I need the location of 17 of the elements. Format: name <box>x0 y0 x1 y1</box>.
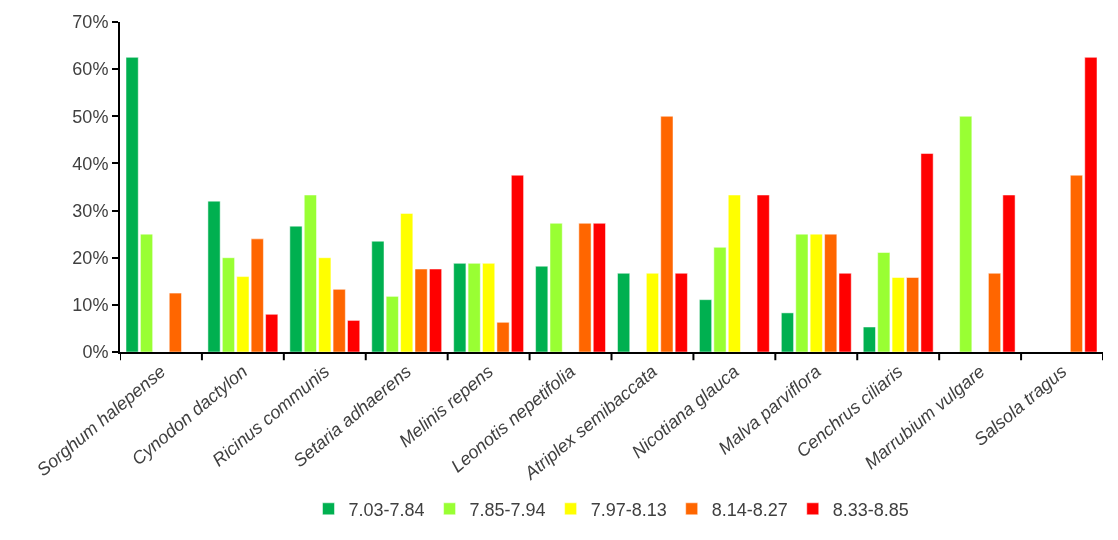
bar <box>756 194 770 352</box>
y-tick-label: 40% <box>72 153 109 174</box>
y-tick-label: 50% <box>72 106 109 127</box>
y-tick-label: 0% <box>82 342 109 363</box>
y-tick-label: 10% <box>72 295 109 316</box>
legend-label: 8.14-8.27 <box>711 499 788 520</box>
legend-label: 7.85-7.94 <box>469 499 546 520</box>
bar <box>617 273 630 352</box>
y-tick-label: 30% <box>72 200 109 221</box>
legend-label: 7.97-8.13 <box>590 499 667 520</box>
y-tick-label: 60% <box>72 59 109 80</box>
legend-label: 7.03-7.84 <box>348 499 425 520</box>
legend-label: 8.33-8.85 <box>832 499 909 520</box>
bar <box>959 116 973 352</box>
y-tick-label: 20% <box>72 248 109 269</box>
y-tick-label: 70% <box>72 12 109 33</box>
bar <box>169 292 182 352</box>
